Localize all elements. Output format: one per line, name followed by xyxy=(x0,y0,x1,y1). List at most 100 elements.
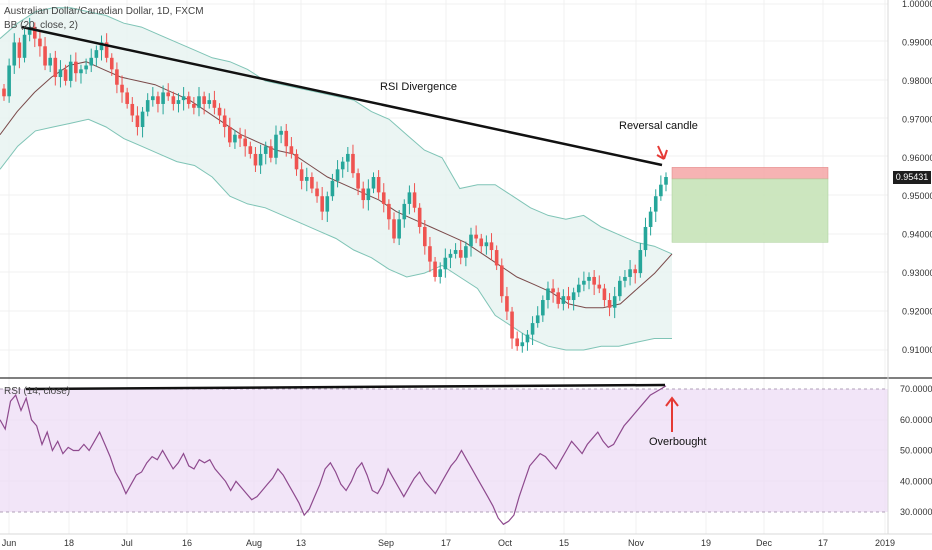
candle-up[interactable] xyxy=(453,250,458,254)
candle-down[interactable] xyxy=(2,88,6,97)
candle-down[interactable] xyxy=(43,46,47,66)
candle-down[interactable] xyxy=(423,226,427,247)
candle-down[interactable] xyxy=(633,269,638,274)
candle-down[interactable] xyxy=(125,92,129,104)
candle-up[interactable] xyxy=(484,242,489,247)
candle-down[interactable] xyxy=(294,153,299,170)
candle-down[interactable] xyxy=(238,134,242,139)
candle-up[interactable] xyxy=(197,96,201,108)
candle-up[interactable] xyxy=(535,315,540,324)
candle-down[interactable] xyxy=(458,250,463,258)
candle-down[interactable] xyxy=(428,246,432,262)
candle-up[interactable] xyxy=(12,42,17,66)
candle-up[interactable] xyxy=(402,203,407,220)
candle-up[interactable] xyxy=(58,69,63,78)
candle-down[interactable] xyxy=(63,69,68,81)
candle-up[interactable] xyxy=(659,184,663,197)
candle-up[interactable] xyxy=(68,61,73,81)
candle-up[interactable] xyxy=(304,177,309,181)
candle-down[interactable] xyxy=(243,138,247,147)
candle-up[interactable] xyxy=(576,284,581,293)
candle-down[interactable] xyxy=(284,130,289,147)
candle-down[interactable] xyxy=(269,146,273,158)
candle-up[interactable] xyxy=(84,65,88,70)
candle-down[interactable] xyxy=(351,153,355,174)
candle-up[interactable] xyxy=(7,65,11,97)
candle-down[interactable] xyxy=(130,103,135,116)
candle-down[interactable] xyxy=(32,27,37,39)
candle-up[interactable] xyxy=(99,42,104,51)
candle-down[interactable] xyxy=(212,100,217,108)
candle-up[interactable] xyxy=(151,96,155,101)
candle-up[interactable] xyxy=(628,269,632,277)
candle-down[interactable] xyxy=(53,57,58,78)
candle-up[interactable] xyxy=(520,342,525,347)
candle-down[interactable] xyxy=(156,96,160,104)
candle-up[interactable] xyxy=(612,296,617,308)
candle-up[interactable] xyxy=(525,334,530,343)
candle-down[interactable] xyxy=(376,177,381,193)
candle-up[interactable] xyxy=(27,27,32,35)
candle-up[interactable] xyxy=(371,177,376,189)
candle-up[interactable] xyxy=(161,92,165,104)
candle-down[interactable] xyxy=(289,146,294,154)
candle-down[interactable] xyxy=(556,292,561,304)
candle-down[interactable] xyxy=(320,196,324,212)
chart-title[interactable]: Australian Dollar/Canadian Dollar, 1D, F… xyxy=(4,6,204,17)
candle-up[interactable] xyxy=(340,161,345,170)
candle-up[interactable] xyxy=(274,134,278,158)
candle-up[interactable] xyxy=(145,100,150,112)
candle-down[interactable] xyxy=(115,69,119,85)
candle-down[interactable] xyxy=(474,234,478,239)
candle-down[interactable] xyxy=(489,242,494,251)
bb-indicator-label[interactable]: BB (20, close, 2) xyxy=(4,20,78,31)
candle-down[interactable] xyxy=(248,146,253,154)
candle-down[interactable] xyxy=(171,96,176,104)
candle-down[interactable] xyxy=(494,250,499,266)
candle-up[interactable] xyxy=(279,130,283,135)
candle-down[interactable] xyxy=(186,96,191,104)
candle-up[interactable] xyxy=(464,246,468,258)
candle-up[interactable] xyxy=(176,100,181,104)
candle-up[interactable] xyxy=(643,226,648,251)
candle-up[interactable] xyxy=(397,219,401,239)
candle-up[interactable] xyxy=(330,180,335,197)
candle-down[interactable] xyxy=(192,103,196,108)
candle-up[interactable] xyxy=(582,280,586,285)
candle-up[interactable] xyxy=(140,111,145,128)
candle-down[interactable] xyxy=(412,192,417,208)
candle-down[interactable] xyxy=(120,84,124,93)
candle-down[interactable] xyxy=(299,169,304,181)
candle-down[interactable] xyxy=(74,61,78,74)
candle-up[interactable] xyxy=(366,188,371,201)
candle-down[interactable] xyxy=(356,173,360,189)
candle-down[interactable] xyxy=(510,311,514,339)
short-position-stop-zone[interactable] xyxy=(671,167,829,180)
rsi-trendline[interactable] xyxy=(25,383,666,391)
candle-up[interactable] xyxy=(335,169,340,181)
candle-up[interactable] xyxy=(346,153,350,162)
candle-down[interactable] xyxy=(505,296,509,312)
candle-up[interactable] xyxy=(258,153,263,166)
candle-up[interactable] xyxy=(546,288,550,301)
candle-down[interactable] xyxy=(310,177,314,189)
candle-up[interactable] xyxy=(561,296,566,304)
candle-up[interactable] xyxy=(653,196,658,212)
overbought-annotation[interactable]: Overbought xyxy=(649,436,707,448)
candle-down[interactable] xyxy=(597,284,602,289)
candle-down[interactable] xyxy=(392,219,396,239)
candle-down[interactable] xyxy=(417,207,422,227)
candle-down[interactable] xyxy=(202,96,206,104)
candle-down[interactable] xyxy=(109,57,114,70)
candle-up[interactable] xyxy=(94,50,99,58)
candle-up[interactable] xyxy=(79,69,83,74)
candle-down[interactable] xyxy=(253,153,258,166)
price-trendline[interactable] xyxy=(21,25,663,167)
short-position-target-zone[interactable] xyxy=(671,178,829,243)
candle-down[interactable] xyxy=(499,265,504,297)
candle-down[interactable] xyxy=(217,107,222,116)
candle-up[interactable] xyxy=(618,280,622,297)
candle-down[interactable] xyxy=(135,115,140,128)
candle-down[interactable] xyxy=(381,192,386,204)
candle-down[interactable] xyxy=(227,127,232,143)
